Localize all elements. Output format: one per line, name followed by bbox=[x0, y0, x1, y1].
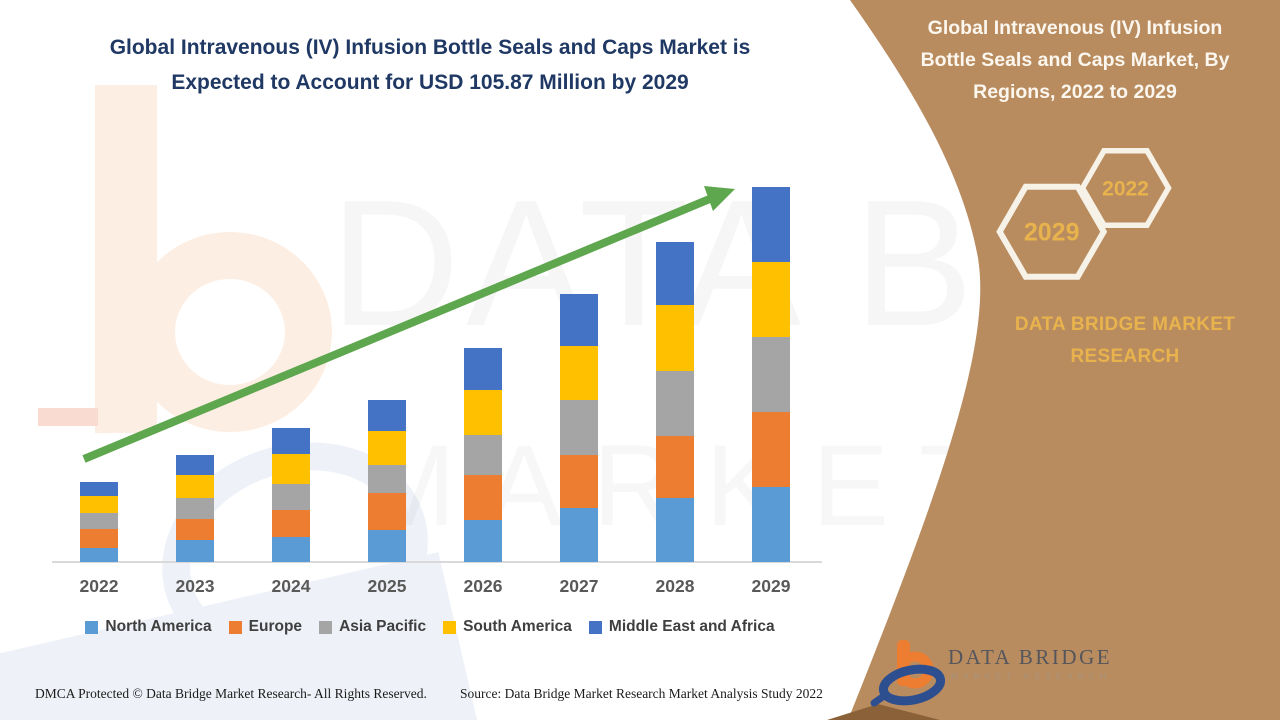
bar-segment-2029-asia-pacific bbox=[752, 336, 790, 412]
bar-segment-2025-asia-pacific bbox=[368, 465, 406, 494]
year-hexagons: 2022 2029 bbox=[996, 148, 1172, 280]
chart-legend: North America Europe Asia Pacific South Ame… bbox=[0, 618, 860, 636]
bar-segment-2026-south-america bbox=[464, 389, 502, 435]
bar-segment-2022-north-america bbox=[80, 547, 118, 562]
bar-segment-2028-asia-pacific bbox=[656, 371, 694, 436]
x-axis-label-2023: 2023 bbox=[175, 576, 215, 596]
stacked-bar-chart: 2022 2023 2024 2025 2026 2027 2028 2029 North A… bbox=[0, 186, 860, 636]
bar-segment-2026-north-america bbox=[464, 519, 502, 562]
bar-segment-2026-middle-east-and-africa bbox=[464, 347, 502, 390]
bar-segment-2022-europe bbox=[80, 529, 118, 548]
x-axis-label-2025: 2025 bbox=[367, 576, 407, 596]
legend-item-europe: Europe bbox=[228, 618, 303, 636]
bar-segment-2028-south-america bbox=[656, 305, 694, 372]
legend-label: Asia Pacific bbox=[339, 618, 427, 635]
pink-watermark-strip bbox=[38, 408, 98, 426]
bar-segment-2023-north-america bbox=[176, 540, 214, 562]
side-panel-background bbox=[848, 0, 1280, 720]
brand-name-text: DATA BRIDGE MARKET RESEARCH bbox=[1014, 314, 1236, 367]
source-text: Source: Data Bridge Market Research Mark… bbox=[460, 686, 823, 701]
bar-segment-2028-middle-east-and-africa bbox=[656, 242, 694, 306]
bar-segment-2024-asia-pacific bbox=[272, 483, 310, 511]
bar-segment-2025-south-america bbox=[368, 431, 406, 466]
legend-swatch-icon bbox=[85, 620, 99, 634]
bar-segment-2028-europe bbox=[656, 435, 694, 498]
bar-segment-2022-south-america bbox=[80, 496, 118, 513]
chart-title-line1: Global Intravenous (IV) Infusion Bottle … bbox=[109, 36, 751, 59]
bar-segment-2024-middle-east-and-africa bbox=[272, 427, 310, 455]
x-axis-label-2027: 2027 bbox=[559, 576, 599, 596]
bar-segment-2022-middle-east-and-africa bbox=[80, 481, 118, 497]
legend-swatch-icon bbox=[228, 620, 242, 634]
bar-segment-2023-asia-pacific bbox=[176, 497, 214, 519]
bar-segment-2029-middle-east-and-africa bbox=[752, 187, 790, 262]
copyright-text: DMCA Protected © Data Bridge Market Rese… bbox=[35, 686, 427, 701]
bar-segment-2026-asia-pacific bbox=[464, 434, 502, 475]
trend-arrow bbox=[82, 186, 735, 463]
side-panel-title: Global Intravenous (IV) Infusion Bottle … bbox=[920, 17, 1230, 103]
hexagon-2022 bbox=[1079, 148, 1172, 228]
bar-segment-2027-north-america bbox=[560, 508, 598, 562]
x-axis-label-2024: 2024 bbox=[271, 576, 311, 596]
bar-segment-2029-north-america bbox=[752, 486, 790, 562]
x-axis-label-2026: 2026 bbox=[463, 576, 503, 596]
bar-segment-2024-south-america bbox=[272, 454, 310, 484]
bar-segment-2024-north-america bbox=[272, 536, 310, 562]
legend-label: North America bbox=[105, 618, 212, 635]
bar-segment-2029-south-america bbox=[752, 261, 790, 337]
chart-title-line2: Expected to Account for USD 105.87 Milli… bbox=[171, 71, 689, 94]
legend-item-asia-pacific: Asia Pacific bbox=[319, 618, 426, 636]
x-axis-label-2029: 2029 bbox=[751, 576, 791, 596]
hexagon-2029-label: 2029 bbox=[1024, 218, 1080, 246]
logo-wordmark: DATA BRIDGE bbox=[948, 645, 1113, 669]
legend-swatch-icon bbox=[588, 620, 602, 634]
bar-segment-2025-middle-east-and-africa bbox=[368, 400, 406, 432]
legend-item-north-america: North America bbox=[85, 618, 212, 636]
bar-segment-2022-asia-pacific bbox=[80, 512, 118, 530]
x-axis-label-2022: 2022 bbox=[79, 576, 119, 596]
legend-label: Middle East and Africa bbox=[608, 618, 775, 635]
bar-segment-2026-europe bbox=[464, 474, 502, 520]
bar-segment-2028-north-america bbox=[656, 497, 694, 562]
chart-title: Global Intravenous (IV) Infusion Bottle … bbox=[70, 30, 790, 100]
bar-segment-2023-south-america bbox=[176, 475, 214, 498]
bar-segment-2024-europe bbox=[272, 510, 310, 537]
x-axis-label-2028: 2028 bbox=[655, 576, 695, 596]
bar-segment-2027-middle-east-and-africa bbox=[560, 294, 598, 347]
hexagon-2022-label: 2022 bbox=[1102, 177, 1149, 200]
x-axis-line bbox=[52, 561, 822, 563]
legend-label: Europe bbox=[248, 618, 303, 635]
legend-item-south-america: South America bbox=[443, 618, 572, 636]
hexagon-2029 bbox=[996, 183, 1108, 280]
bar-segment-2025-europe bbox=[368, 493, 406, 531]
bottom-accent-sliver bbox=[827, 704, 940, 720]
bar-segment-2027-europe bbox=[560, 455, 598, 509]
legend-item-middle-east-and-africa: Middle East and Africa bbox=[588, 618, 775, 636]
bar-segment-2025-north-america bbox=[368, 530, 406, 562]
bar-segment-2027-asia-pacific bbox=[560, 400, 598, 456]
legend-swatch-icon bbox=[319, 620, 333, 634]
bar-segment-2027-south-america bbox=[560, 346, 598, 401]
legend-swatch-icon bbox=[443, 620, 457, 634]
bar-segment-2023-europe bbox=[176, 518, 214, 541]
legend-label: South America bbox=[463, 618, 572, 635]
data-bridge-logo-icon bbox=[870, 640, 946, 707]
bar-segment-2029-europe bbox=[752, 411, 790, 487]
bar-segment-2023-middle-east-and-africa bbox=[176, 455, 214, 476]
logo-tagline: MARKET RESEARCH bbox=[951, 671, 1111, 681]
